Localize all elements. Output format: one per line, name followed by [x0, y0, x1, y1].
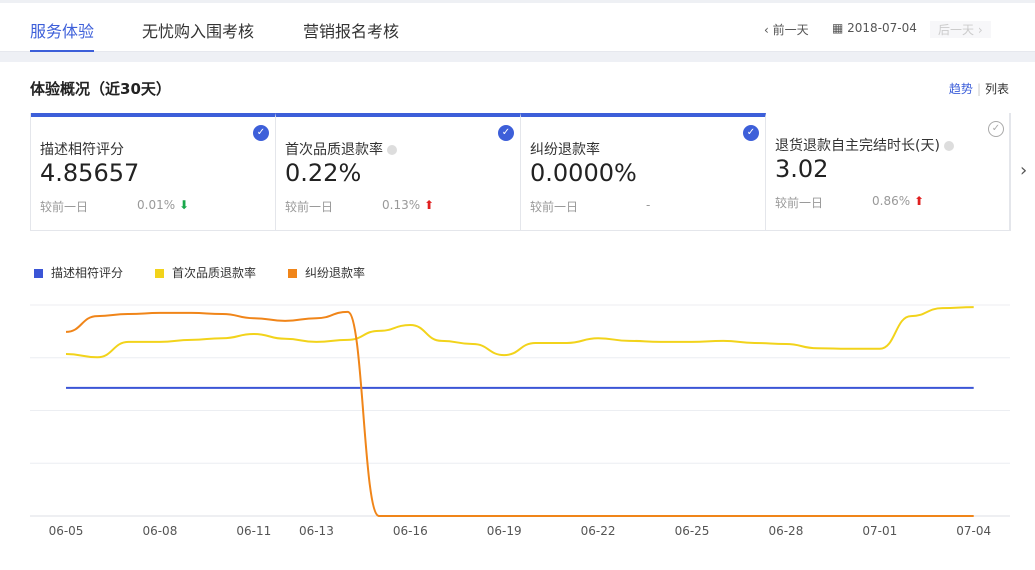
legend-swatch	[155, 269, 165, 278]
chart-legend: 描述相符评分 首次品质退款率 纠纷退款率	[34, 264, 397, 281]
metric-name: 描述相符评分	[40, 139, 124, 159]
top-nav: 服务体验 无忧购入围考核 营销报名考核 ‹ 前一天 ▦ 2018-07-04 后…	[0, 0, 1035, 53]
metric-value: 0.22%	[285, 159, 362, 187]
metric-card[interactable]: 退货退款自主完结时长(天) 3.02 较前一日 0.86% ⬆ ✓	[766, 113, 1011, 231]
metric-card[interactable]: 描述相符评分 4.85657 较前一日 0.01% ⬇ ✓	[31, 113, 276, 231]
legend-swatch	[288, 269, 298, 278]
info-icon[interactable]	[387, 145, 397, 155]
trend-view-link[interactable]: 趋势	[948, 82, 973, 96]
info-icon[interactable]	[943, 141, 954, 151]
date-picker[interactable]: ▦ 2018-07-04	[832, 21, 917, 35]
metric-name-text: 描述相符评分	[40, 142, 124, 158]
x-tick-label: 06-19	[487, 524, 522, 538]
x-tick-label: 06-05	[49, 524, 84, 538]
metric-name-text: 退货退款自主完结时长(天)	[775, 138, 940, 154]
legend-label: 纠纷退款率	[305, 266, 366, 280]
list-view-link[interactable]: 列表	[984, 82, 1009, 96]
tab-marketing[interactable]: 营销报名考核	[303, 22, 400, 41]
change-value: 0.01%	[137, 198, 176, 212]
prev-day-label: 前一天	[772, 23, 809, 37]
x-tick-label: 06-25	[675, 524, 710, 538]
x-tick-label: 07-04	[956, 524, 991, 538]
tab-worry-free[interactable]: 无忧购入围考核	[142, 22, 255, 41]
metric-value: 3.02	[775, 155, 829, 183]
active-tab-indicator	[30, 50, 94, 53]
view-toggle: 趋势 | 列表	[949, 80, 1009, 97]
chevron-left-icon: ‹	[764, 23, 773, 37]
next-day-label: 后一天	[938, 23, 975, 37]
line-chart: 06-05 06-08 06-11 06-13 06-16 06-19 06-22 06-25…	[30, 304, 1010, 538]
section-title: 体验概况（近30天）	[30, 80, 171, 98]
cards-next-arrow[interactable]: ›	[1020, 160, 1028, 181]
metric-card[interactable]: 纠纷退款率 0.0000% 较前一日 - ✓	[521, 113, 766, 231]
date-value: 2018-07-04	[847, 21, 917, 35]
metric-name-text: 首次品质退款率	[285, 142, 383, 158]
metric-name: 纠纷退款率	[530, 139, 600, 159]
legend-item[interactable]: 首次品质退款率	[155, 264, 256, 281]
divider	[0, 52, 1035, 62]
compare-label: 较前一日	[285, 200, 334, 214]
compare-label: 较前一日	[530, 200, 579, 214]
legend-swatch	[34, 269, 43, 278]
metric-cards: 描述相符评分 4.85657 较前一日 0.01% ⬇ ✓ 首次品质退款率 0.2…	[30, 113, 1011, 231]
tab-service-experience[interactable]: 服务体验	[30, 22, 95, 41]
metric-name: 首次品质退款率	[285, 139, 397, 159]
x-tick-label: 06-16	[393, 524, 428, 538]
metric-change: 0.86% ⬆	[872, 194, 952, 208]
x-tick-label: 06-13	[299, 524, 334, 538]
check-icon[interactable]: ✓	[498, 125, 514, 141]
chevron-right-icon: ›	[974, 23, 983, 37]
x-tick-label: 06-11	[236, 524, 271, 538]
compare-label: 较前一日	[40, 200, 89, 214]
prev-day-button[interactable]: ‹ 前一天	[764, 21, 809, 38]
x-tick-label: 07-01	[862, 524, 897, 538]
check-icon[interactable]: ✓	[253, 125, 269, 141]
series-line	[65, 306, 974, 359]
separator: |	[976, 82, 981, 96]
x-tick-label: 06-08	[142, 524, 177, 538]
metric-name-text: 纠纷退款率	[530, 142, 600, 158]
change-value: -	[646, 198, 651, 212]
metric-value: 0.0000%	[530, 159, 637, 187]
metric-card[interactable]: 首次品质退款率 0.22% 较前一日 0.13% ⬆ ✓	[276, 113, 521, 231]
change-value: 0.86%	[872, 194, 911, 208]
calendar-icon: ▦	[832, 21, 848, 35]
change-value: 0.13%	[382, 198, 421, 212]
arrow-down-icon: ⬇	[175, 198, 189, 212]
next-day-button[interactable]: 后一天 ›	[930, 21, 991, 38]
metric-name: 退货退款自主完结时长(天)	[775, 135, 954, 155]
metric-value: 4.85657	[40, 159, 140, 187]
legend-label: 首次品质退款率	[172, 266, 257, 280]
legend-item[interactable]: 纠纷退款率	[288, 264, 365, 281]
legend-item[interactable]: 描述相符评分	[34, 264, 123, 281]
compare-label: 较前一日	[775, 196, 824, 210]
metric-change: 0.13% ⬆	[382, 198, 462, 212]
arrow-up-icon: ⬆	[910, 194, 924, 208]
check-icon[interactable]: ✓	[743, 125, 759, 141]
series-line	[65, 310, 974, 517]
check-icon[interactable]: ✓	[988, 121, 1004, 137]
legend-label: 描述相符评分	[51, 266, 124, 280]
x-tick-label: 06-28	[768, 524, 803, 538]
metric-change: -	[646, 198, 726, 212]
metric-change: 0.01% ⬇	[137, 198, 217, 212]
x-tick-label: 06-22	[581, 524, 616, 538]
arrow-up-icon: ⬆	[420, 198, 434, 212]
